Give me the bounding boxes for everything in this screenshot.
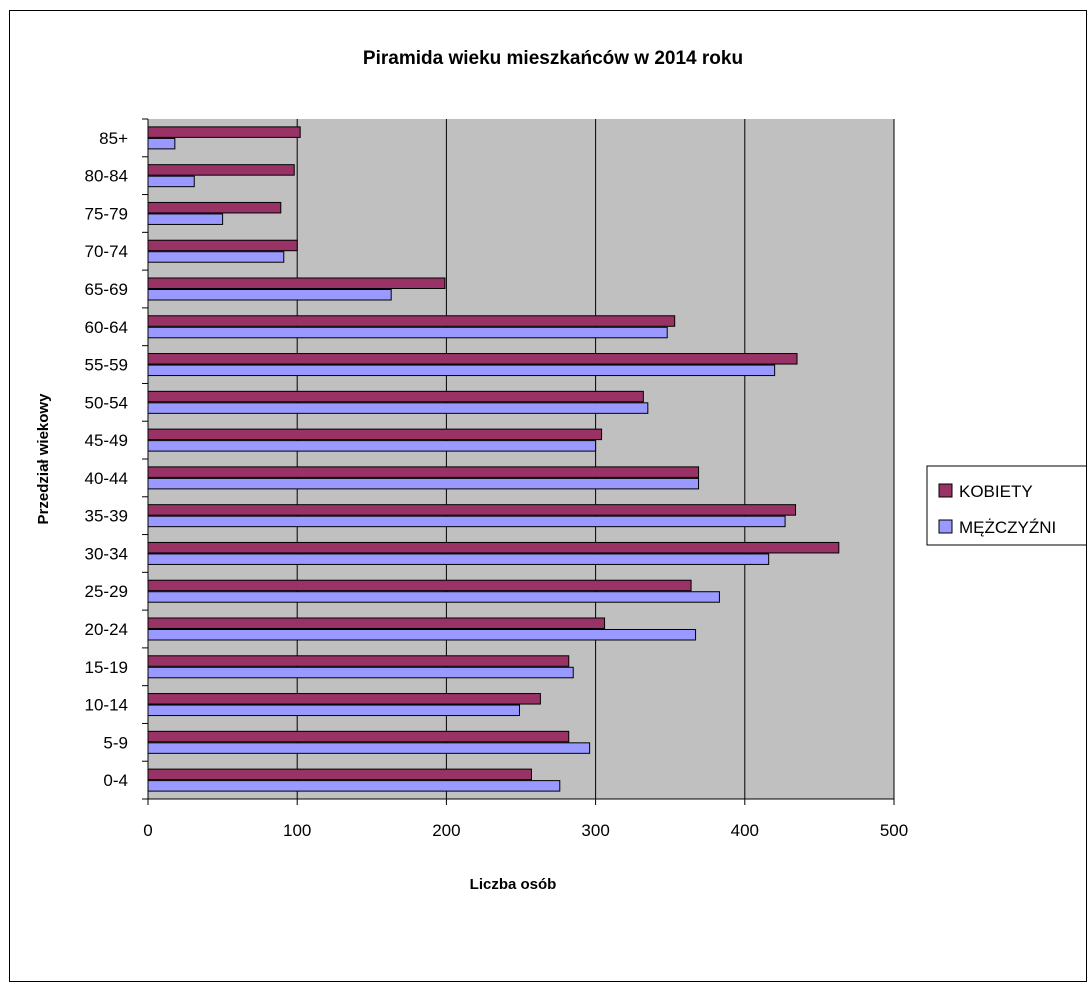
y-tick-label: 15-19 <box>85 658 128 677</box>
y-tick-label: 60-64 <box>85 318 128 337</box>
y-tick-label: 55-59 <box>85 356 128 375</box>
bar <box>147 579 692 592</box>
bar <box>147 315 676 327</box>
axes: 0-4 5-9 10-14 15-19 20-24 25-29 30-34 35-39 40-4… <box>85 118 908 840</box>
bar <box>147 730 570 743</box>
y-tick-label: 80-84 <box>85 167 128 186</box>
bar <box>147 428 603 441</box>
bar <box>147 251 285 263</box>
y-tick-label: 25-29 <box>85 582 128 601</box>
bar <box>147 504 797 516</box>
bars <box>147 126 840 792</box>
y-tick-label: 50-54 <box>85 393 128 412</box>
legend: KOBIETY MĘŻCZYŹNI <box>926 465 1086 546</box>
bar <box>147 541 840 554</box>
x-axis-title: Liczba osób <box>470 876 557 893</box>
y-tick-label: 85+ <box>99 129 128 148</box>
bar <box>147 515 786 528</box>
bar <box>147 477 700 490</box>
plot-area <box>148 119 894 799</box>
y-tick-label: 35-39 <box>85 507 128 526</box>
x-tick-label: 400 <box>731 821 759 840</box>
bar <box>147 126 301 138</box>
chart-title: Piramida wieku mieszkańców w 2014 roku <box>363 48 743 69</box>
legend-label: MĘŻCZYŹNI <box>959 518 1056 537</box>
bar <box>147 780 561 792</box>
bar <box>147 201 282 214</box>
legend-swatch <box>938 483 953 498</box>
bar <box>147 289 392 301</box>
legend-swatch <box>938 519 953 534</box>
bar <box>147 137 176 150</box>
y-tick-label: 20-24 <box>85 620 128 639</box>
bar <box>147 629 697 641</box>
bar <box>147 326 668 339</box>
x-tick-label: 100 <box>283 821 311 840</box>
y-tick-label: 30-34 <box>85 544 128 563</box>
y-tick-label: 5-9 <box>103 733 128 752</box>
chart-frame: Piramida wieku mieszkańców w 2014 roku 0… <box>9 10 1087 982</box>
bar <box>147 742 591 754</box>
bar <box>147 402 649 414</box>
bar <box>147 277 446 289</box>
y-tick-label: 10-14 <box>85 696 128 715</box>
y-tick-label: 65-69 <box>85 280 128 299</box>
bar <box>147 704 521 717</box>
y-tick-label: 75-79 <box>85 204 128 223</box>
chart-svg: Piramida wieku mieszkańców w 2014 roku 0… <box>35 48 1086 893</box>
bar <box>147 164 295 176</box>
bar <box>147 364 776 377</box>
x-tick-label: 0 <box>143 821 152 840</box>
bar <box>147 213 224 225</box>
y-axis-title: Przedział wiekowy <box>35 393 52 525</box>
bar <box>147 768 532 781</box>
bar <box>147 175 195 188</box>
bar <box>147 353 798 365</box>
bar <box>147 239 298 252</box>
bar <box>147 440 597 452</box>
bar <box>147 553 770 565</box>
y-tick-label: 70-74 <box>85 242 128 261</box>
legend-box <box>926 465 1086 546</box>
y-tick-label: 45-49 <box>85 431 128 450</box>
gridlines <box>296 119 895 799</box>
bar <box>147 591 720 603</box>
bar <box>147 466 700 478</box>
y-tick-label: 40-44 <box>85 469 128 488</box>
x-tick-label: 300 <box>581 821 609 840</box>
bar <box>147 693 541 705</box>
x-tick-label: 500 <box>880 821 908 840</box>
bar <box>147 390 644 403</box>
y-tick-label: 0-4 <box>103 771 128 790</box>
bar <box>147 617 606 629</box>
x-tick-label: 200 <box>432 821 460 840</box>
bar <box>147 655 570 667</box>
bar <box>147 666 574 679</box>
legend-label: KOBIETY <box>959 482 1033 501</box>
